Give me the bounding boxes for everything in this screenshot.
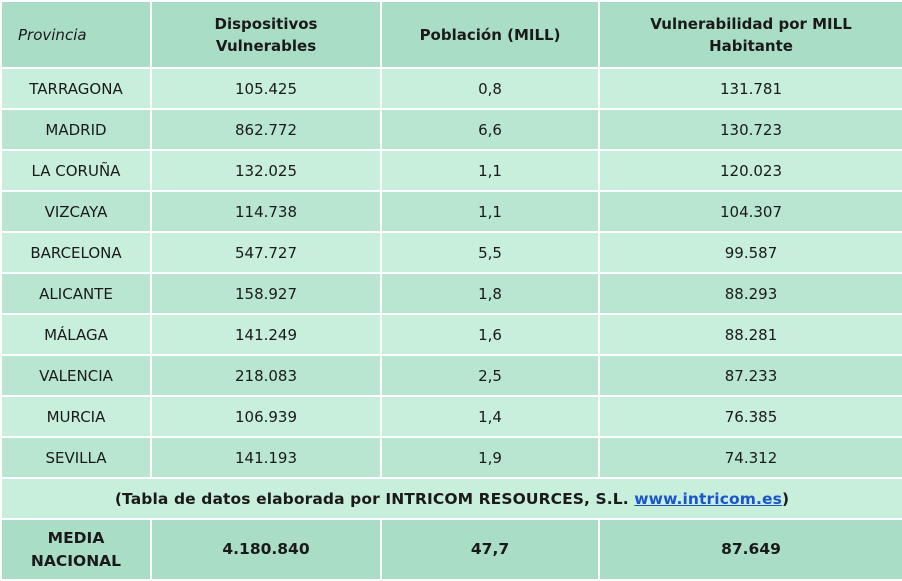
cell-vulnerabilidad: 88.293 [600, 274, 902, 313]
header-vulnerabilidad-line2: Habitante [709, 36, 793, 55]
cell-provincia: MURCIA [2, 397, 150, 436]
cell-dispositivos: 158.927 [152, 274, 380, 313]
cell-poblacion: 1,1 [382, 151, 598, 190]
table-row: SEVILLA 141.193 1,9 74.312 [2, 438, 902, 477]
source-note-row: (Tabla de datos elaborada por INTRICOM R… [2, 479, 902, 518]
source-note: (Tabla de datos elaborada por INTRICOM R… [2, 479, 902, 518]
cell-dispositivos: 862.772 [152, 110, 380, 149]
cell-vulnerabilidad: 131.781 [600, 69, 902, 108]
cell-poblacion: 1,4 [382, 397, 598, 436]
cell-poblacion: 0,8 [382, 69, 598, 108]
cell-dispositivos: 114.738 [152, 192, 380, 231]
header-row: Provincia Dispositivos Vulnerables Pobla… [2, 2, 902, 67]
cell-dispositivos: 105.425 [152, 69, 380, 108]
cell-vulnerabilidad: 87.233 [600, 356, 902, 395]
cell-provincia: MADRID [2, 110, 150, 149]
cell-vulnerabilidad: 74.312 [600, 438, 902, 477]
cell-dispositivos: 141.249 [152, 315, 380, 354]
total-label-line2: NACIONAL [30, 551, 122, 570]
cell-provincia: MÁLAGA [2, 315, 150, 354]
cell-vulnerabilidad: 120.023 [600, 151, 902, 190]
cell-provincia: BARCELONA [2, 233, 150, 272]
header-poblacion: Población (MILL) [382, 2, 598, 67]
cell-provincia: LA CORUÑA [2, 151, 150, 190]
cell-provincia: VALENCIA [2, 356, 150, 395]
cell-vulnerabilidad: 76.385 [600, 397, 902, 436]
header-dispositivos-line1: Dispositivos [214, 14, 318, 33]
cell-poblacion: 1,8 [382, 274, 598, 313]
table-row: MÁLAGA 141.249 1,6 88.281 [2, 315, 902, 354]
total-poblacion: 47,7 [382, 520, 598, 579]
cell-poblacion: 6,6 [382, 110, 598, 149]
total-vulnerabilidad: 87.649 [600, 520, 902, 579]
cell-vulnerabilidad: 88.281 [600, 315, 902, 354]
header-dispositivos: Dispositivos Vulnerables [152, 2, 380, 67]
table-row: TARRAGONA 105.425 0,8 131.781 [2, 69, 902, 108]
cell-poblacion: 1,9 [382, 438, 598, 477]
table-row: MURCIA 106.939 1,4 76.385 [2, 397, 902, 436]
total-row: MEDIA NACIONAL 4.180.840 47,7 87.649 [2, 520, 902, 579]
header-vulnerabilidad-line1: Vulnerabilidad por MILL [650, 14, 852, 33]
cell-dispositivos: 132.025 [152, 151, 380, 190]
header-vulnerabilidad: Vulnerabilidad por MILL Habitante [600, 2, 902, 67]
cell-poblacion: 5,5 [382, 233, 598, 272]
cell-provincia: VIZCAYA [2, 192, 150, 231]
table-row: VIZCAYA 114.738 1,1 104.307 [2, 192, 902, 231]
table-row: BARCELONA 547.727 5,5 99.587 [2, 233, 902, 272]
table-row: LA CORUÑA 132.025 1,1 120.023 [2, 151, 902, 190]
cell-dispositivos: 547.727 [152, 233, 380, 272]
header-provincia: Provincia [2, 2, 150, 67]
cell-vulnerabilidad: 99.587 [600, 233, 902, 272]
cell-vulnerabilidad: 130.723 [600, 110, 902, 149]
total-dispositivos: 4.180.840 [152, 520, 380, 579]
source-note-close: ) [781, 489, 790, 508]
table-row: MADRID 862.772 6,6 130.723 [2, 110, 902, 149]
cell-provincia: ALICANTE [2, 274, 150, 313]
cell-dispositivos: 106.939 [152, 397, 380, 436]
header-dispositivos-line2: Vulnerables [215, 36, 317, 55]
intricom-link[interactable]: www.intricom.es [634, 489, 782, 508]
total-label-line1: MEDIA [47, 528, 105, 547]
total-label: MEDIA NACIONAL [2, 520, 150, 579]
source-note-text: (Tabla de datos elaborada por INTRICOM R… [114, 489, 635, 508]
table-row: ALICANTE 158.927 1,8 88.293 [2, 274, 902, 313]
cell-provincia: SEVILLA [2, 438, 150, 477]
cell-dispositivos: 218.083 [152, 356, 380, 395]
cell-poblacion: 1,6 [382, 315, 598, 354]
cell-poblacion: 2,5 [382, 356, 598, 395]
cell-vulnerabilidad: 104.307 [600, 192, 902, 231]
cell-provincia: TARRAGONA [2, 69, 150, 108]
table-row: VALENCIA 218.083 2,5 87.233 [2, 356, 902, 395]
cell-poblacion: 1,1 [382, 192, 598, 231]
cell-dispositivos: 141.193 [152, 438, 380, 477]
